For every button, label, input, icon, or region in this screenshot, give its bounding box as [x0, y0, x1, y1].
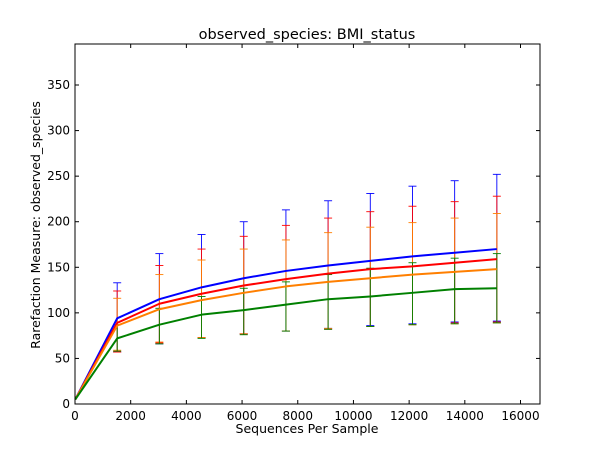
x-tick-label: 4000	[171, 409, 202, 423]
axes-layer: 0 2000 4000 6000 8000 10000 12000 14000 16000 0 50…	[47, 43, 541, 423]
series-line-1	[74, 258, 497, 400]
plot-frame	[74, 43, 541, 405]
y-axis-label: Rarefaction Measure: observed_species	[28, 101, 43, 349]
y-tick-label: 100	[47, 306, 70, 320]
x-tick-label: 12000	[390, 409, 428, 423]
series-line-0	[74, 248, 497, 400]
plot-background	[75, 44, 540, 404]
y-tick-label: 0	[62, 397, 70, 411]
x-tick-label: 6000	[227, 409, 258, 423]
y-tick-label: 50	[55, 351, 70, 365]
x-axis-label: Sequences Per Sample	[236, 421, 379, 436]
y-tick-label: 200	[47, 215, 70, 229]
series-line-2	[74, 268, 497, 400]
y-tick-label: 350	[47, 78, 70, 92]
series-layer	[74, 173, 501, 401]
x-tick-label: 16000	[501, 409, 539, 423]
plot-area	[75, 44, 540, 404]
x-tick-label: 2000	[115, 409, 146, 423]
x-tick-label: 8000	[282, 409, 313, 423]
series-line-3	[74, 287, 497, 401]
chart-title: observed_species: BMI_status	[199, 27, 416, 43]
y-tick-label: 300	[47, 124, 70, 138]
y-tick-label: 150	[47, 260, 70, 274]
x-tick-label: 10000	[334, 409, 372, 423]
y-tick-label: 250	[47, 169, 70, 183]
x-tick-label: 14000	[446, 409, 484, 423]
x-tick-label: 0	[71, 409, 79, 423]
